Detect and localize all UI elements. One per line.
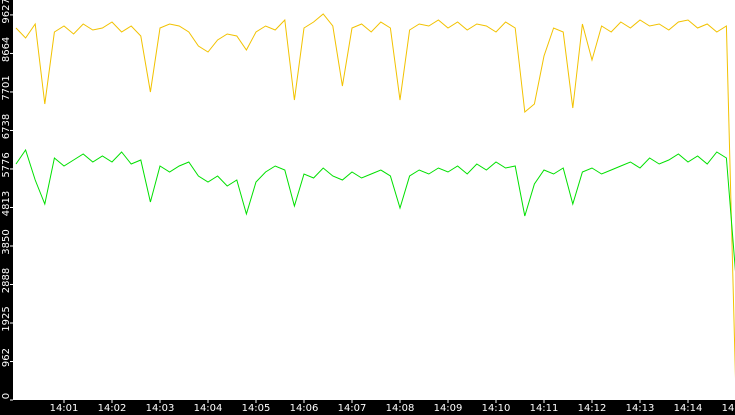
- y-tick-label: 3850: [1, 229, 12, 254]
- x-tick-label: 14:15: [722, 403, 735, 414]
- x-tick-label: 14:12: [578, 403, 607, 414]
- series-line: [15, 13, 735, 379]
- x-axis-band: [0, 400, 735, 415]
- x-tick-label: 14:05: [242, 403, 271, 414]
- x-tick-label: 14:14: [674, 403, 703, 414]
- x-tick-label: 14:04: [194, 403, 223, 414]
- series-line: [15, 148, 735, 272]
- x-tick-label: 14:02: [98, 403, 127, 414]
- y-tick-label: 9627: [1, 0, 12, 24]
- x-tick-label: 14:11: [530, 403, 559, 414]
- x-tick-label: 14:01: [50, 403, 79, 414]
- x-tick-label: 14:13: [626, 403, 655, 414]
- y-tick-label: 962: [1, 348, 12, 367]
- x-tick-label: 14:09: [434, 403, 463, 414]
- y-tick-label: 1925: [1, 306, 12, 331]
- y-tick-label: 5776: [1, 152, 12, 177]
- y-tick-label: 8664: [1, 37, 12, 62]
- y-tick-label: 7701: [1, 75, 12, 100]
- x-tick-label: 14:07: [338, 403, 367, 414]
- x-tick-label: 14:08: [386, 403, 415, 414]
- y-tick-label: 6738: [1, 114, 12, 139]
- y-tick-label: 4813: [1, 191, 12, 216]
- y-tick-label: 2888: [1, 268, 12, 293]
- y-tick-label: 0: [1, 393, 12, 399]
- x-tick-label: 14:06: [290, 403, 319, 414]
- x-tick-label: 14:10: [482, 403, 511, 414]
- y-axis-band: [0, 0, 13, 415]
- x-tick-label: 14:03: [146, 403, 175, 414]
